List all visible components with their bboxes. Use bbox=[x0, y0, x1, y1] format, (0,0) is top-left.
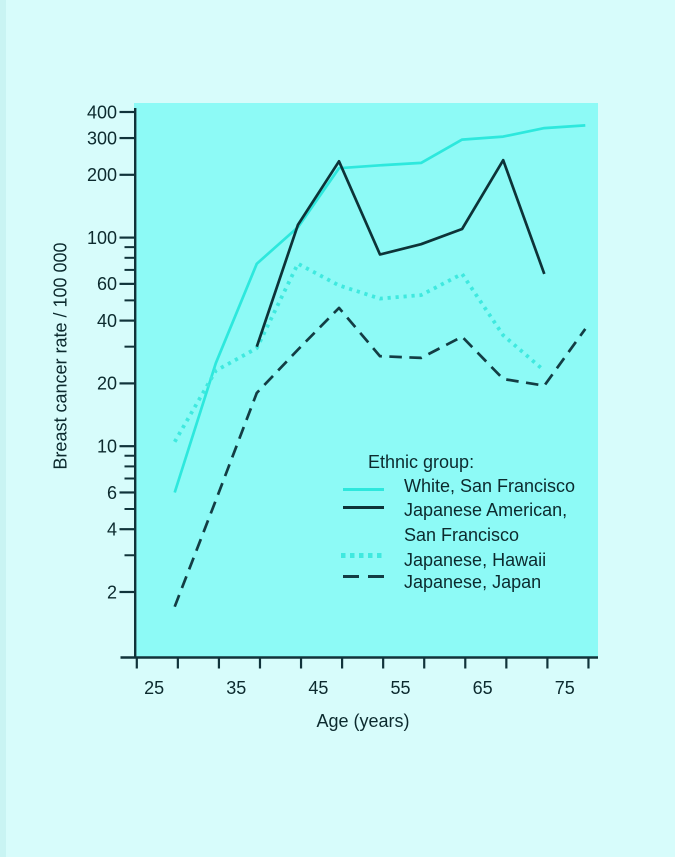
page-left-edge bbox=[0, 0, 6, 857]
x-axis-tick-label: 45 bbox=[308, 678, 328, 698]
y-axis-tick-label: 40 bbox=[97, 311, 117, 331]
series-line-japanese-hawaii bbox=[173, 261, 546, 443]
x-axis-tick-label: 75 bbox=[555, 678, 575, 698]
axis-lines bbox=[120, 108, 598, 659]
x-axis-tick-label: 25 bbox=[144, 678, 164, 698]
y-axis-tick-label: 60 bbox=[97, 274, 117, 294]
y-axis-tick-label: 4 bbox=[107, 520, 117, 540]
y-axis-tick-label: 200 bbox=[87, 165, 117, 185]
x-axis-tick-label: 35 bbox=[226, 678, 246, 698]
y-axis-title: Breast cancer rate / 100 000 bbox=[50, 242, 71, 470]
y-axis-tick-label: 10 bbox=[97, 436, 117, 456]
x-axis-title: Age (years) bbox=[316, 711, 410, 731]
y-axis-tick-label: 2 bbox=[107, 582, 117, 602]
series-line-japanese-japan bbox=[173, 306, 587, 608]
series-line-white-san-francisco bbox=[173, 124, 586, 493]
y-axis-tick-label: 300 bbox=[87, 128, 117, 148]
y-axis-tick-label: 100 bbox=[87, 228, 117, 248]
plot-background bbox=[134, 103, 598, 658]
x-axis-tick-label: 65 bbox=[473, 678, 493, 698]
x-axis-tick-label: 55 bbox=[391, 678, 411, 698]
y-axis-tick-label: 6 bbox=[107, 483, 117, 503]
y-axis-tick-label: 400 bbox=[87, 102, 117, 122]
y-axis-tick-label: 20 bbox=[97, 374, 117, 394]
series-line-japanese-american-san-francisco bbox=[255, 158, 546, 348]
